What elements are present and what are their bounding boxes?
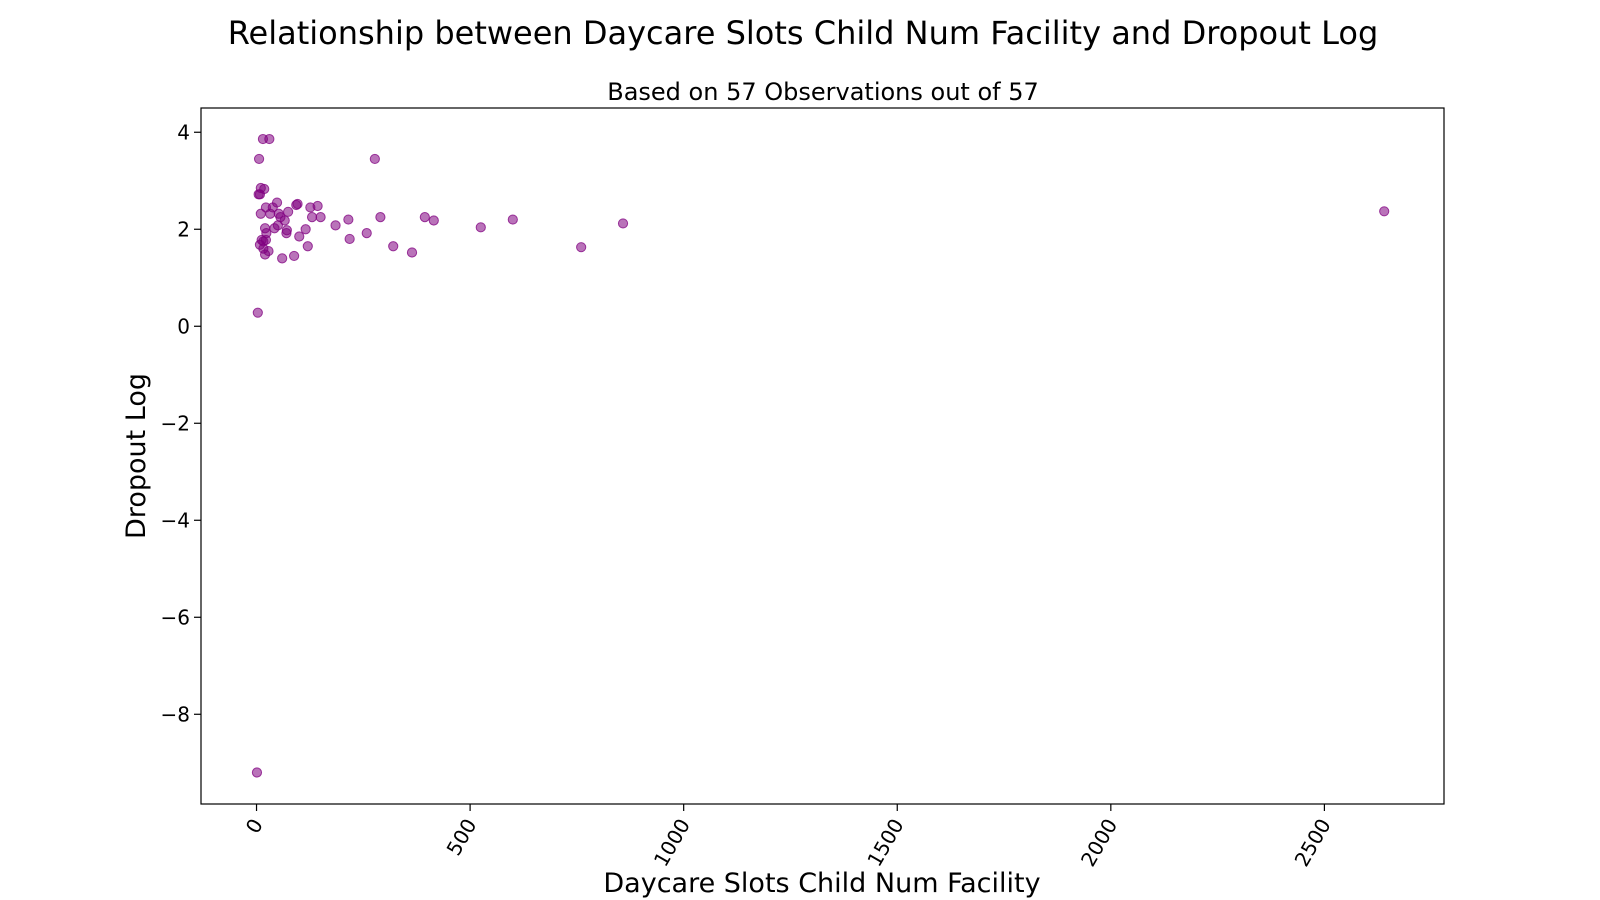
data-point (294, 231, 305, 242)
x-tick-label: 2000 (1076, 815, 1122, 871)
data-point (388, 241, 399, 252)
data-point (279, 215, 290, 226)
data-point (306, 212, 318, 223)
x-tick-label: 1500 (862, 815, 908, 871)
y-tick-label: −4 (161, 508, 190, 532)
y-tick-label: 0 (177, 314, 190, 338)
plot-area-frame (200, 107, 1445, 805)
data-point (375, 212, 386, 223)
data-point (271, 197, 283, 208)
data-point (428, 215, 439, 226)
x-tick-label: 2500 (1289, 815, 1335, 871)
y-axis: 4 2 0 −2 −4 −6 −8 (161, 120, 201, 726)
data-point (406, 247, 418, 258)
data-point (263, 245, 274, 257)
x-tick-label: 500 (442, 815, 482, 860)
x-axis-label: Daycare Slots Child Num Facility (603, 868, 1040, 899)
data-point (343, 214, 354, 225)
data-point (507, 214, 518, 225)
chart-title: Relationship between Daycare Slots Child… (228, 14, 1379, 52)
x-axis: 0 500 1000 1500 2000 2500 (241, 804, 1336, 871)
data-point (315, 212, 326, 223)
data-point (300, 224, 311, 235)
data-point (251, 767, 263, 778)
data-points (251, 133, 1390, 778)
data-point (281, 225, 292, 236)
data-point (419, 212, 430, 223)
data-point (253, 153, 265, 165)
y-axis-label: Dropout Log (121, 373, 152, 539)
data-point (259, 183, 270, 195)
x-tick-label: 0 (241, 815, 268, 838)
chart-subtitle: Based on 57 Observations out of 57 (607, 78, 1039, 106)
data-point (617, 218, 629, 229)
y-tick-label: −2 (161, 411, 190, 435)
data-point (1379, 206, 1390, 217)
data-point (289, 250, 300, 262)
data-point (330, 220, 341, 231)
data-point (576, 242, 587, 253)
data-point (283, 206, 294, 217)
y-tick-label: 2 (177, 217, 190, 241)
data-point (277, 253, 288, 264)
data-point (292, 198, 303, 210)
data-point (252, 307, 263, 318)
data-point (344, 233, 355, 245)
data-point (302, 241, 313, 252)
data-point (264, 133, 275, 145)
x-tick-label: 1000 (649, 815, 695, 871)
y-tick-label: −8 (161, 702, 190, 726)
data-point (475, 222, 486, 233)
y-tick-label: −6 (161, 605, 190, 629)
data-point (312, 200, 323, 212)
data-point (369, 153, 380, 165)
y-tick-label: 4 (177, 120, 190, 144)
data-point (361, 228, 372, 239)
data-point (261, 228, 272, 239)
